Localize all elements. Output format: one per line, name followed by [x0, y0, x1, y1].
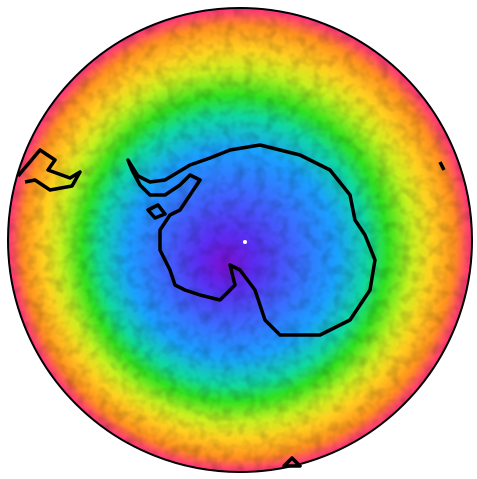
texture — [0, 0, 477, 479]
page: (() => { const data = JSON.parse(documen… — [0, 0, 477, 479]
polar-map — [0, 0, 477, 479]
pole-marker — [243, 240, 247, 244]
